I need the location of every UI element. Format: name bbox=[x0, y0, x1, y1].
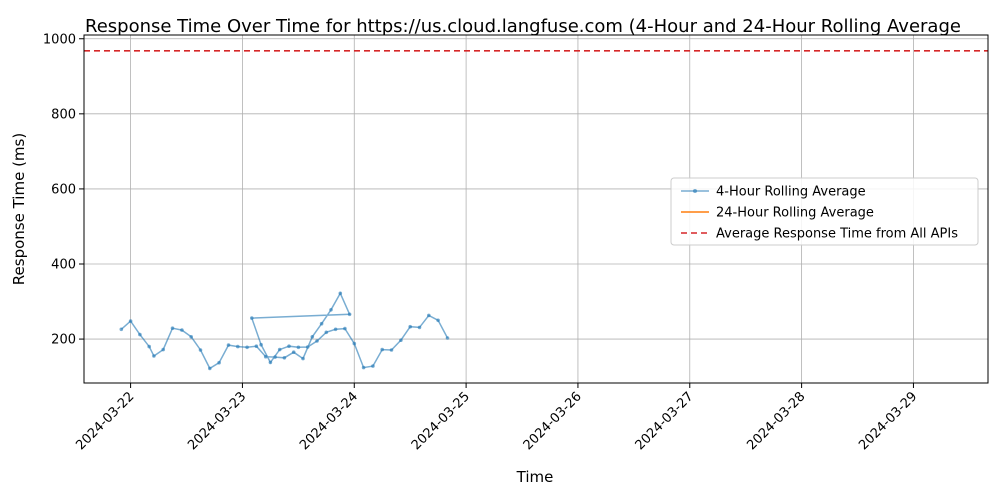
data-point-4h bbox=[259, 342, 263, 347]
data-point-4h bbox=[338, 291, 343, 296]
data-point-4h bbox=[189, 335, 193, 339]
x-axis-label: Time bbox=[516, 468, 554, 486]
data-point-4h bbox=[208, 366, 212, 371]
x-tick-label: 2024-03-29 bbox=[856, 389, 920, 453]
plot-frame bbox=[83, 34, 989, 384]
x-tick-label: 2024-03-24 bbox=[297, 389, 361, 453]
data-point-4h bbox=[436, 318, 440, 323]
data-point-4h bbox=[263, 354, 268, 359]
data-point-4h bbox=[347, 312, 352, 317]
data-point-4h bbox=[291, 350, 296, 355]
legend-entry-average-label: Average Response Time from All APIs bbox=[716, 227, 958, 242]
data-point-4h bbox=[310, 335, 315, 339]
data-point-4h bbox=[333, 327, 338, 332]
x-tick-label: 2024-03-25 bbox=[409, 389, 473, 453]
data-point-4h bbox=[119, 327, 124, 332]
x-tick-label: 2024-03-22 bbox=[73, 389, 137, 453]
legend-entry-4h-marker bbox=[693, 189, 697, 193]
y-axis: 200 400 600 800 1000 bbox=[43, 32, 84, 348]
data-point-4h bbox=[361, 365, 366, 370]
data-point-4h bbox=[245, 345, 249, 350]
data-point-4h bbox=[152, 354, 156, 358]
data-point-4h bbox=[282, 356, 287, 360]
legend-entry-4h-label: 4-Hour Rolling Average bbox=[716, 185, 866, 200]
data-point-4h bbox=[324, 330, 329, 335]
data-point-4h bbox=[371, 364, 375, 368]
x-tick-label: 2024-03-28 bbox=[744, 389, 808, 453]
y-tick-label: 1000 bbox=[43, 32, 76, 47]
y-tick-label: 200 bbox=[51, 333, 76, 348]
data-point-4h bbox=[198, 348, 203, 352]
data-point-4h bbox=[343, 326, 347, 331]
data-point-4h bbox=[287, 344, 291, 349]
data-point-4h bbox=[170, 326, 175, 331]
series-layer bbox=[119, 291, 450, 371]
y-tick-label: 400 bbox=[51, 257, 76, 272]
data-point-4h bbox=[277, 347, 282, 352]
data-point-4h bbox=[250, 316, 254, 320]
data-point-4h bbox=[161, 347, 165, 352]
data-point-4h bbox=[427, 313, 431, 318]
series-line-4h bbox=[120, 291, 449, 370]
data-point-4h bbox=[352, 341, 357, 346]
x-axis: 2024-03-22 2024-03-23 2024-03-24 2024-03-25… bbox=[73, 383, 920, 453]
data-point-4h bbox=[147, 344, 151, 349]
data-point-4h bbox=[329, 308, 333, 312]
x-tick-label: 2024-03-23 bbox=[185, 389, 249, 453]
data-point-4h bbox=[128, 319, 133, 323]
data-point-4h bbox=[445, 336, 450, 340]
data-point-4h bbox=[380, 347, 385, 352]
chart-title: Response Time Over Time for https://us.c… bbox=[85, 16, 961, 37]
data-point-4h bbox=[417, 325, 422, 330]
data-point-4h bbox=[399, 338, 403, 343]
data-point-4h bbox=[236, 344, 240, 349]
y-tick-label: 800 bbox=[51, 107, 76, 122]
data-point-4h bbox=[254, 344, 259, 349]
data-point-4h bbox=[268, 360, 273, 365]
data-point-4h bbox=[301, 356, 305, 361]
data-point-4h bbox=[305, 345, 310, 349]
data-point-4h bbox=[389, 348, 394, 352]
data-point-4h bbox=[226, 343, 231, 347]
data-point-4h bbox=[408, 324, 413, 329]
y-axis-label: Response Time (ms) bbox=[10, 133, 28, 285]
data-point-4h bbox=[138, 332, 142, 337]
x-tick-label: 2024-03-26 bbox=[521, 389, 585, 453]
data-point-4h bbox=[319, 321, 324, 326]
data-point-4h bbox=[180, 328, 184, 332]
legend-box bbox=[670, 177, 979, 246]
legend: 4-Hour Rolling Average 24-Hour Rolling Av… bbox=[670, 177, 979, 246]
x-tick-label: 2024-03-27 bbox=[633, 389, 697, 453]
y-tick-label: 600 bbox=[51, 182, 76, 197]
legend-entry-24h-label: 24-Hour Rolling Average bbox=[716, 206, 874, 221]
data-point-4h bbox=[315, 339, 319, 343]
data-point-4h bbox=[296, 345, 301, 350]
data-point-4h bbox=[273, 355, 277, 359]
data-point-4h bbox=[217, 360, 221, 365]
